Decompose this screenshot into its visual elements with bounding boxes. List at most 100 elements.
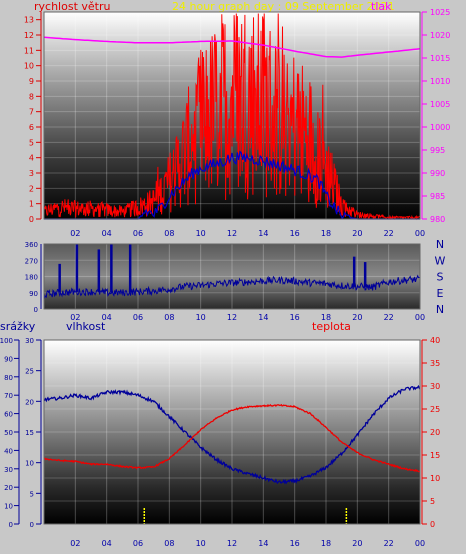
temperature-y-tick-label: 0 [430,520,435,529]
pressure-axis-label: tlak [371,0,392,13]
wind-x-tick-label: 16 [290,229,300,238]
direction-x-tick-label: 10 [196,313,206,322]
wind-y-tick-label: 13 [24,16,34,25]
temperature-y-tick-label: 35 [430,359,440,368]
chart-layer: 0123456789101112139809859909951000100510… [0,8,450,548]
humidity-y-tick-label: 25 [25,368,34,376]
climate-x-tick-label: 06 [133,539,143,548]
temperature-y-tick-label: 40 [430,336,440,345]
rain-y-tick-label: 80 [4,374,13,382]
wind-y-tick-label: 1 [29,200,34,209]
wind-x-tick-label: 10 [196,229,206,238]
rain-y-tick-label: 70 [4,392,13,400]
pressure-y-tick-label: 1025 [430,8,450,17]
rain-y-tick-label: 30 [4,466,13,474]
pressure-y-tick-label: 1005 [430,100,450,109]
climate-x-tick-label: 16 [290,539,300,548]
humidity-y-tick-label: 0 [30,521,34,529]
wind-y-tick-label: 12 [24,31,34,40]
direction-y-tick-label: 180 [25,274,38,282]
humidity-y-tick-label: 15 [25,429,34,437]
compass-label: N [436,238,444,251]
wind-direction-series [43,274,421,299]
climate-x-tick-label: 22 [384,539,394,548]
wind-y-tick-label: 0 [29,215,34,224]
humidity-axis-label: vlhkost [66,320,106,333]
direction-x-tick-label: 12 [227,313,237,322]
climate-x-tick-label: 04 [102,539,112,548]
wind-x-tick-label: 14 [258,229,268,238]
wind-y-tick-label: 4 [29,154,34,163]
wind-y-tick-label: 5 [29,138,34,147]
pressure-y-tick-label: 1010 [430,77,450,86]
pressure-y-tick-label: 1020 [430,31,450,40]
direction-x-tick-label: 00 [415,313,425,322]
pressure-y-tick-label: 985 [430,192,445,201]
pressure-y-tick-label: 980 [430,215,445,224]
climate-x-tick-label: 00 [415,539,425,548]
wind-x-tick-label: 20 [352,229,362,238]
direction-x-tick-label: 18 [321,313,331,322]
wind-x-tick-label: 04 [102,229,112,238]
rain-y-tick-label: 50 [4,429,13,437]
temperature-series [43,403,421,473]
temperature-y-tick-label: 25 [430,405,440,414]
compass-label: W [435,254,446,267]
direction-x-tick-label: 04 [102,313,112,322]
temperature-y-tick-label: 30 [430,382,440,391]
rain-y-tick-label: 10 [4,503,13,511]
pressure-y-tick-label: 990 [430,169,445,178]
temperature-y-tick-label: 20 [430,428,440,437]
rain-y-tick-label: 0 [9,521,13,529]
humidity-y-tick-label: 5 [30,490,34,498]
climate-plot-area [44,340,420,524]
rain-y-tick-label: 20 [4,484,13,492]
wind-y-tick-label: 7 [29,108,34,117]
compass-label: E [437,287,444,300]
compass-label: S [437,271,444,284]
wind-x-tick-label: 18 [321,229,331,238]
wind-y-tick-label: 10 [24,62,34,71]
humidity-series [43,384,421,485]
wind-x-tick-label: 00 [415,229,425,238]
direction-x-tick-label: 06 [133,313,143,322]
temperature-axis-label: teplota [312,320,351,333]
rain-y-tick-label: 60 [4,411,13,419]
humidity-y-tick-label: 30 [25,337,34,345]
panel-border [43,339,421,525]
climate-x-tick-label: 08 [164,539,174,548]
climate-x-tick-label: 02 [70,539,80,548]
pressure-y-tick-label: 995 [430,146,445,155]
wind-x-tick-label: 02 [70,229,80,238]
direction-y-tick-label: 0 [34,306,38,314]
wind-y-tick-label: 11 [24,46,34,55]
direction-x-tick-label: 08 [164,313,174,322]
rain-y-tick-label: 100 [0,337,13,345]
compass-label: N [436,303,444,316]
panel-border [43,243,421,310]
humidity-y-tick-label: 10 [25,460,34,468]
wind-speed-series [43,13,421,221]
wind-x-tick-label: 12 [227,229,237,238]
direction-y-tick-label: 270 [25,257,38,265]
temperature-y-tick-label: 5 [430,497,435,506]
climate-x-tick-label: 10 [196,539,206,548]
pressure-y-tick-label: 1015 [430,54,450,63]
pressure-series [43,36,421,58]
direction-x-tick-label: 02 [70,313,80,322]
wind-y-tick-label: 6 [29,123,34,132]
climate-x-tick-label: 18 [321,539,331,548]
humidity-y-tick-label: 20 [25,398,34,406]
wind-y-tick-label: 2 [29,184,34,193]
wind-x-tick-label: 06 [133,229,143,238]
temperature-y-tick-label: 15 [430,451,440,460]
wind-y-tick-label: 9 [29,77,34,86]
direction-y-tick-label: 360 [25,241,38,249]
rain-y-tick-label: 40 [4,447,13,455]
direction-x-tick-label: 22 [384,313,394,322]
climate-x-tick-label: 14 [258,539,268,548]
wind-y-tick-label: 8 [29,92,34,101]
wind-y-tick-label: 3 [29,169,34,178]
